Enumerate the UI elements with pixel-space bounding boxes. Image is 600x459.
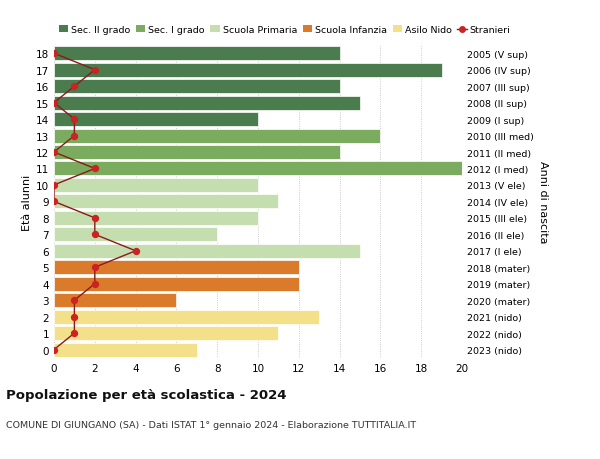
Bar: [54, 47, 340, 61]
Point: [49, 198, 59, 206]
Point: [131, 247, 140, 255]
Point: [90, 264, 100, 271]
Point: [49, 182, 59, 189]
Point: [70, 83, 79, 90]
Text: Popolazione per età scolastica - 2024: Popolazione per età scolastica - 2024: [6, 388, 287, 401]
Bar: [54, 195, 278, 209]
Point: [70, 313, 79, 321]
Legend: Sec. II grado, Sec. I grado, Scuola Primaria, Scuola Infanzia, Asilo Nido, Stran: Sec. II grado, Sec. I grado, Scuola Prim…: [59, 26, 511, 35]
Bar: [54, 294, 176, 308]
Point: [49, 50, 59, 58]
Point: [90, 280, 100, 288]
Point: [49, 100, 59, 107]
Bar: [54, 261, 299, 274]
Bar: [54, 146, 340, 160]
Bar: [54, 343, 197, 357]
Bar: [54, 63, 442, 78]
Bar: [54, 129, 380, 143]
Bar: [54, 162, 462, 176]
Y-axis label: Età alunni: Età alunni: [22, 174, 32, 230]
Bar: [54, 179, 258, 192]
Bar: [54, 228, 217, 242]
Point: [49, 149, 59, 157]
Point: [90, 165, 100, 173]
Bar: [54, 326, 278, 341]
Point: [70, 330, 79, 337]
Point: [49, 346, 59, 353]
Bar: [54, 244, 360, 258]
Y-axis label: Anni di nascita: Anni di nascita: [538, 161, 548, 243]
Bar: [54, 113, 258, 127]
Bar: [54, 277, 299, 291]
Point: [70, 297, 79, 304]
Point: [90, 231, 100, 239]
Bar: [54, 80, 340, 94]
Bar: [54, 96, 360, 110]
Bar: [54, 310, 319, 324]
Bar: [54, 212, 258, 225]
Text: COMUNE DI GIUNGANO (SA) - Dati ISTAT 1° gennaio 2024 - Elaborazione TUTTITALIA.I: COMUNE DI GIUNGANO (SA) - Dati ISTAT 1° …: [6, 420, 416, 429]
Point: [70, 116, 79, 123]
Point: [70, 133, 79, 140]
Point: [90, 67, 100, 74]
Point: [90, 215, 100, 222]
